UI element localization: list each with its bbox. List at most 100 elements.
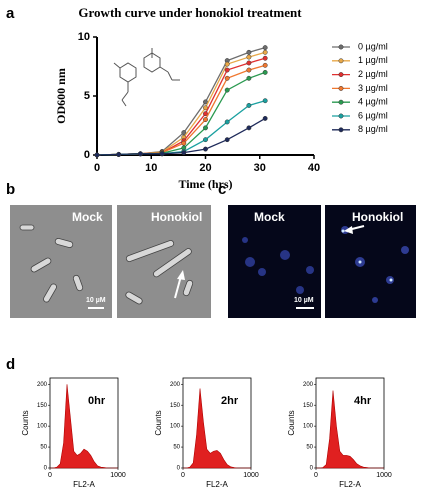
legend-label: 1 µg/ml — [358, 55, 388, 65]
x-tick-label: 0 — [181, 472, 185, 479]
data-point — [224, 87, 230, 93]
micrograph: Honokiol — [117, 205, 211, 318]
legend-label: 8 µg/ml — [358, 124, 388, 134]
data-point — [246, 67, 252, 73]
micrograph-label: Honokiol — [352, 210, 403, 224]
legend-label: 3 µg/ml — [358, 83, 388, 93]
y-tick-label: 200 — [37, 382, 48, 388]
panel-label: a — [6, 5, 15, 22]
micrograph: Honokiol — [325, 205, 416, 318]
data-point — [224, 67, 230, 73]
y-tick-label: 10 — [78, 31, 90, 43]
data-point — [262, 69, 268, 75]
micrograph-label: Mock — [72, 210, 103, 224]
micrograph: Mock 10 µM — [228, 205, 321, 318]
scale-label: 10 µM — [86, 297, 106, 304]
chart-title: Growth curve under honokiol treatment — [78, 5, 302, 20]
x-tick-label: 0 — [48, 472, 52, 479]
data-point — [262, 62, 268, 68]
data-point — [203, 146, 208, 152]
y-tick-label: 0 — [44, 466, 48, 472]
data-point — [181, 140, 187, 146]
x-axis-label: FL2-A — [206, 480, 228, 489]
data-point — [203, 111, 208, 117]
data-point — [203, 117, 208, 123]
panel-label: c — [218, 181, 226, 198]
data-point — [224, 75, 230, 81]
micrograph-label: Mock — [254, 210, 285, 224]
x-tick-label: 1000 — [243, 472, 259, 479]
y-tick-label: 150 — [303, 403, 314, 409]
histogram-area — [50, 384, 118, 469]
legend-marker — [338, 72, 344, 78]
y-tick-label: 150 — [170, 403, 181, 409]
x-tick-label: 30 — [254, 162, 266, 174]
data-point — [159, 151, 165, 157]
data-point — [203, 125, 208, 131]
x-tick-label: 0 — [314, 472, 318, 479]
legend-label: 2 µg/ml — [358, 69, 388, 79]
y-tick-label: 5 — [84, 90, 90, 102]
y-axis-label: OD600 nm — [54, 68, 68, 124]
data-point — [137, 151, 143, 157]
legend-marker — [338, 127, 344, 133]
data-point — [246, 102, 252, 108]
y-axis-label: Counts — [21, 410, 30, 435]
y-axis-label: Counts — [287, 410, 296, 435]
data-point — [246, 49, 252, 55]
histogram-area — [316, 390, 384, 469]
data-point — [262, 115, 268, 121]
legend-marker — [338, 113, 344, 119]
legend-marker — [338, 99, 344, 105]
scale-label: 10 µM — [294, 297, 314, 304]
data-point — [262, 49, 268, 55]
y-tick-label: 200 — [303, 382, 314, 388]
legend-label: 4 µg/ml — [358, 97, 388, 107]
micrograph: Mock 10 µM — [10, 205, 112, 318]
histogram-area — [183, 388, 251, 469]
x-tick-label: 0 — [94, 162, 100, 174]
panel-label: b — [6, 181, 15, 198]
y-tick-label: 150 — [37, 403, 48, 409]
data-point — [246, 60, 252, 66]
chart-title: 0hr — [88, 395, 106, 407]
data-point — [116, 151, 122, 157]
data-point — [262, 55, 268, 61]
chart-title: 4hr — [354, 395, 372, 407]
data-point — [181, 150, 187, 156]
data-point — [224, 119, 230, 125]
data-point — [94, 152, 100, 158]
data-point — [262, 45, 268, 51]
data-point — [203, 137, 208, 143]
x-tick-label: 1000 — [110, 472, 126, 479]
data-point — [246, 125, 252, 131]
x-axis-label: FL2-A — [339, 480, 361, 489]
data-point — [203, 99, 208, 105]
data-point — [246, 54, 252, 60]
legend-marker — [338, 58, 344, 64]
x-tick-label: 1000 — [376, 472, 392, 479]
x-axis-label: Time (hrs) — [178, 177, 232, 191]
y-tick-label: 50 — [173, 445, 180, 451]
data-point — [262, 98, 268, 104]
legend-label: 6 µg/ml — [358, 110, 388, 120]
y-tick-label: 100 — [170, 424, 181, 430]
data-point — [246, 75, 252, 81]
structure — [113, 48, 180, 107]
data-point — [224, 61, 230, 67]
series-line — [96, 100, 266, 156]
data-point — [224, 137, 230, 143]
y-tick-label: 0 — [310, 466, 314, 472]
data-point — [203, 105, 208, 111]
y-axis-label: Counts — [154, 410, 163, 435]
x-tick-label: 20 — [199, 162, 211, 174]
legend-marker — [338, 44, 344, 50]
y-tick-label: 0 — [84, 149, 90, 161]
y-tick-label: 100 — [37, 424, 48, 430]
x-axis-label: FL2-A — [73, 480, 95, 489]
y-tick-label: 0 — [177, 466, 181, 472]
chart-title: 2hr — [221, 395, 239, 407]
series-line — [96, 117, 266, 156]
x-tick-label: 40 — [308, 162, 320, 174]
